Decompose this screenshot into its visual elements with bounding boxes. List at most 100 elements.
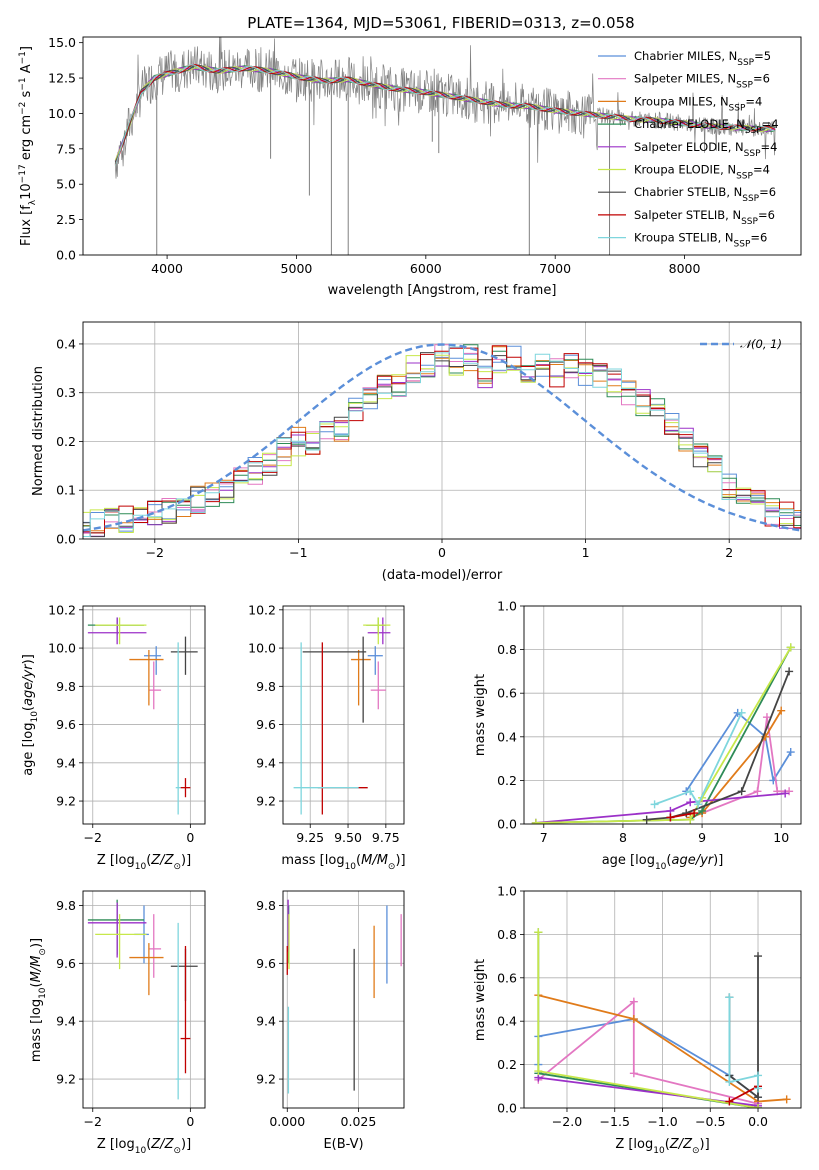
y-tick-label: 0.0	[497, 1101, 517, 1116]
x-tick-label: 9.25	[296, 830, 324, 845]
series-point	[666, 813, 675, 822]
series-line	[728, 1085, 759, 1103]
series-point	[682, 809, 691, 818]
axes-frame	[282, 890, 405, 1109]
panel-weight_vs_Z: −2.0 −1.5 −1.0 −0.5 0.0 0.0 0.2 0.4 0.6 0.8 1.0 Z […	[473, 884, 802, 1156]
x-tick-label: −2	[146, 545, 164, 560]
series-point	[785, 667, 794, 676]
y-tick-label: 1.0	[497, 599, 517, 614]
x-axis-label: mass [log10(M/M⊙)]	[281, 853, 405, 872]
series-line	[535, 792, 786, 824]
series-point	[725, 1077, 734, 1086]
y-axis-label: mass weight	[473, 959, 488, 1041]
y-tick-label: 9.4	[56, 755, 76, 770]
series-line	[728, 997, 759, 1089]
legend-label: Salpeter ELODIE, NSSP=4	[634, 140, 777, 159]
y-tick-label: 9.4	[56, 1014, 76, 1029]
plot-area	[114, 37, 776, 255]
y-tick-label: 10.2	[48, 602, 76, 617]
y-tick-label: 5.0	[56, 177, 76, 192]
model-line	[114, 63, 776, 165]
y-tick-label: 7.5	[56, 141, 76, 156]
plot-area	[534, 928, 791, 1108]
series-point	[650, 800, 659, 809]
series-point	[762, 713, 771, 722]
series-line	[538, 994, 787, 1103]
series-line	[654, 712, 743, 807]
x-axis-label: (data-model)/error	[382, 568, 503, 583]
x-tick-label: 0	[186, 830, 194, 845]
y-tick-label: 9.6	[256, 717, 276, 732]
x-tick-label: 5000	[281, 261, 313, 276]
series-point	[781, 789, 790, 798]
y-tick-label: 9.4	[256, 1014, 276, 1029]
panel-age_vs_Z: −2 0 9.2 9.4 9.6 9.8 10.0 10.2 Z [log10(Z/Z⊙)] ag…	[21, 602, 206, 872]
y-tick-label: 9.2	[256, 794, 276, 809]
y-tick-label: 0.6	[497, 686, 517, 701]
histogram-step	[83, 345, 801, 534]
panel-residuals: −2 −1 0 1 2 0.0 0.1 0.2 0.3 0.4 (data-model)/error…	[31, 321, 802, 583]
series-point	[531, 818, 540, 824]
axes-frame	[82, 36, 802, 256]
x-tick-label: 0.000	[269, 1114, 305, 1129]
y-axis-label: Flux [fλ10−17 erg cm−2 s−1 A−1]	[18, 46, 38, 246]
series-point	[737, 787, 746, 796]
y-tick-label: 10.0	[48, 641, 76, 656]
series-point	[690, 809, 699, 818]
legend-label: Chabrier MILES, NSSP=5	[634, 49, 771, 68]
series-point	[686, 787, 695, 796]
legend-label: Salpeter MILES, NSSP=6	[634, 72, 770, 91]
x-axis-label: wavelength [Angstrom, rest frame]	[328, 283, 557, 298]
series-point	[725, 993, 734, 1002]
y-tick-label: 9.4	[256, 755, 276, 770]
normal-curve	[83, 343, 801, 532]
y-tick-label: 10.0	[248, 641, 276, 656]
series-point	[686, 798, 695, 807]
legend-label: Salpeter STELIB, NSSP=6	[634, 208, 775, 227]
y-tick-label: 0.8	[497, 927, 517, 942]
plot-area	[87, 617, 198, 815]
y-tick-label: 9.8	[256, 898, 276, 913]
y-tick-label: 0.4	[497, 1014, 517, 1029]
x-tick-label: −2	[84, 830, 102, 845]
histogram-step	[83, 346, 801, 537]
x-tick-label: 6000	[410, 261, 442, 276]
y-tick-label: 0.4	[56, 336, 76, 351]
series-point	[782, 1095, 791, 1104]
y-tick-label: 0.0	[56, 248, 76, 263]
y-tick-label: 9.2	[256, 1072, 276, 1087]
series-point	[754, 952, 763, 961]
y-tick-label: 0.3	[56, 385, 76, 400]
series-point	[629, 1069, 638, 1078]
x-tick-label: 9.50	[334, 830, 362, 845]
x-tick-label: 9.75	[372, 830, 400, 845]
series-point	[753, 787, 762, 796]
series-point	[642, 815, 651, 824]
y-axis-label: mass weight	[473, 674, 488, 756]
x-tick-label: 8	[619, 830, 627, 845]
series-point	[754, 1093, 763, 1102]
series-point	[534, 928, 543, 937]
x-tick-label: 7	[540, 830, 548, 845]
x-tick-label: 4000	[151, 261, 183, 276]
axes-frame	[82, 890, 206, 1109]
y-tick-label: 12.5	[48, 71, 76, 86]
y-tick-label: 9.8	[56, 679, 76, 694]
axes-frame	[82, 605, 206, 825]
plot-area	[286, 899, 402, 1094]
x-tick-label: 7000	[539, 261, 571, 276]
x-tick-label: −2.0	[552, 1114, 582, 1129]
x-tick-label: 8000	[669, 261, 701, 276]
y-tick-label: 1.0	[497, 884, 517, 899]
series-point	[629, 997, 638, 1006]
panel-mass_vs_Z: −2 0 9.2 9.4 9.6 9.8 Z [log10(Z/Z⊙)] mass [log1…	[29, 890, 206, 1156]
x-tick-label: 1	[582, 545, 590, 560]
series-point	[694, 800, 703, 809]
series-point	[534, 1067, 543, 1076]
y-tick-label: 10.2	[248, 602, 276, 617]
legend-label: Chabrier ELODIE, NSSP=4	[634, 117, 779, 136]
histogram-step	[83, 352, 801, 538]
y-tick-label: 0.2	[56, 434, 76, 449]
series-point	[698, 806, 707, 815]
